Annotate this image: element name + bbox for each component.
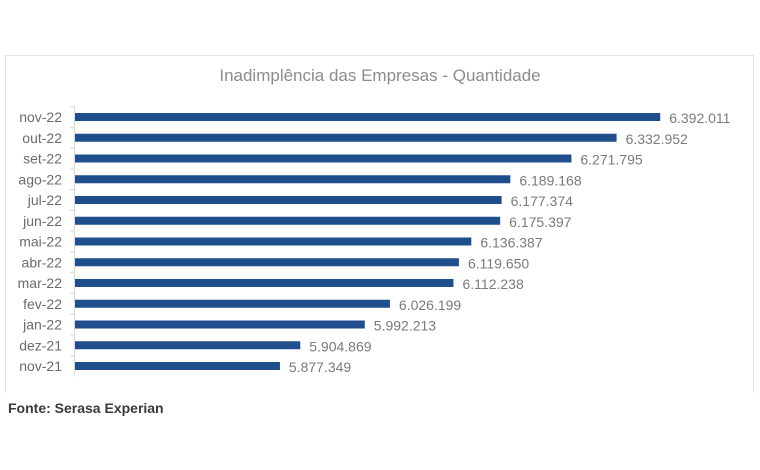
- bar-jan-22: [75, 320, 365, 329]
- data-label: 6.177.374: [511, 193, 573, 209]
- bar-mar-22: [75, 279, 454, 287]
- category-label: jan-22: [22, 317, 62, 333]
- bar-dez-21: [75, 341, 301, 350]
- data-label: 6.175.397: [509, 214, 571, 230]
- category-label: fev-22: [23, 296, 62, 312]
- category-label: dez-21: [19, 337, 62, 353]
- chart-frame: [5, 55, 754, 393]
- category-label: mai-22: [19, 234, 62, 250]
- data-label: 6.332.952: [626, 131, 688, 147]
- bar-nov-22: [75, 113, 661, 121]
- bar-ago-22: [75, 175, 511, 184]
- data-label: 6.189.168: [519, 172, 581, 188]
- category-label: out-22: [22, 130, 62, 146]
- bar-jul-22: [75, 196, 502, 204]
- category-label: mar-22: [18, 275, 63, 291]
- data-label: 6.136.387: [480, 235, 542, 251]
- bar-mai-22: [75, 237, 472, 246]
- category-label: jul-22: [27, 192, 62, 208]
- category-label: ago-22: [18, 171, 62, 187]
- category-label: set-22: [23, 151, 62, 167]
- category-label: jun-22: [22, 213, 62, 229]
- data-label: 5.904.869: [309, 338, 371, 354]
- data-label: 5.877.349: [289, 359, 351, 375]
- data-label: 6.112.238: [462, 276, 523, 292]
- source-note: Fonte: Serasa Experian: [8, 400, 164, 416]
- chart-title: Inadimplência das Empresas - Quantidade: [219, 66, 541, 85]
- data-label: 6.119.650: [468, 255, 529, 271]
- bar-fev-22: [75, 299, 390, 308]
- bar-jun-22: [75, 216, 501, 225]
- category-label: nov-21: [19, 358, 62, 374]
- bar-out-22: [75, 133, 617, 142]
- bar-abr-22: [75, 258, 459, 267]
- bar-set-22: [75, 154, 572, 163]
- bar-nov-21: [75, 362, 280, 370]
- data-label: 6.392.011: [669, 110, 730, 126]
- category-label: nov-22: [19, 109, 62, 125]
- data-label: 6.026.199: [399, 297, 461, 313]
- category-label: abr-22: [22, 254, 63, 270]
- data-label: 5.992.213: [374, 318, 436, 334]
- data-label: 6.271.795: [580, 152, 642, 168]
